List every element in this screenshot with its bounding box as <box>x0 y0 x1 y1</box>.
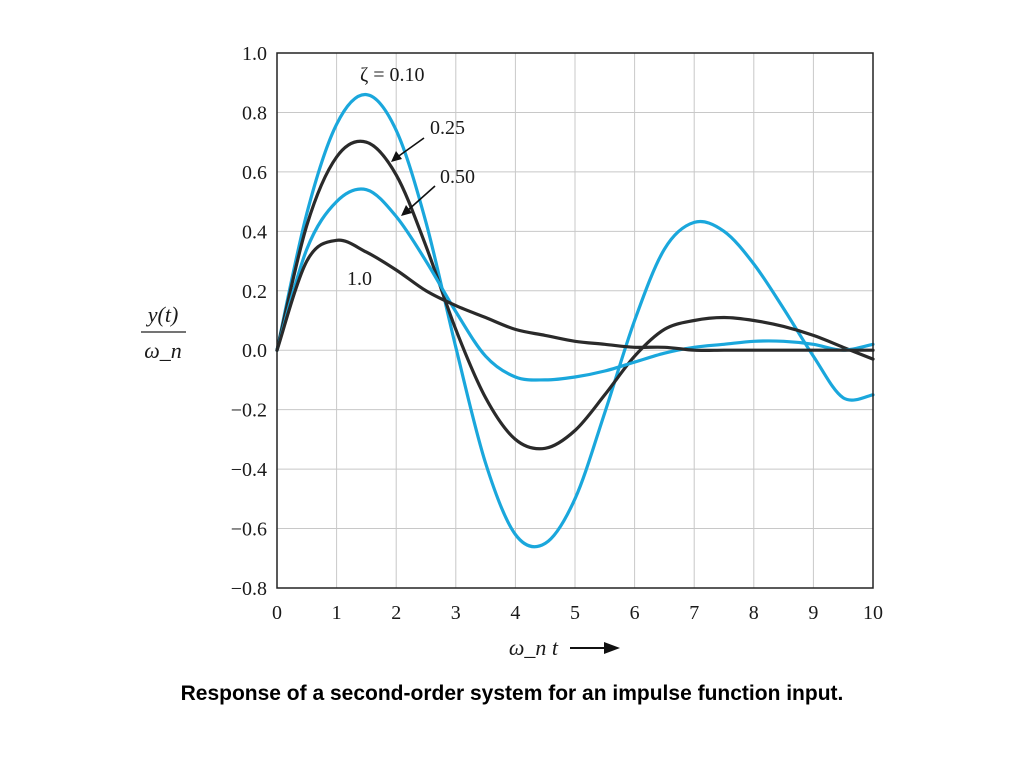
x-tick-label: 0 <box>272 602 282 624</box>
tick-labels: 0 1 2 3 4 5 6 7 8 9 10 1.0 0.8 0.6 0.4 0.2 0.0 −0.2 −0.4 −0… <box>231 43 883 624</box>
x-tick-label: 10 <box>863 602 883 624</box>
x-tick-label: 1 <box>332 602 342 624</box>
y-tick-label: 0.6 <box>242 162 267 184</box>
annotation-zeta-0-10: ζ = 0.10 <box>360 64 425 86</box>
annotation-zeta-0-50: 0.50 <box>440 166 475 188</box>
x-axis-arrow-icon <box>570 642 620 654</box>
chart-svg: 0 1 2 3 4 5 6 7 8 9 10 1.0 0.8 0.6 0.4 0.2 0.0 −0.2 −0.4 −0… <box>141 43 883 660</box>
annotation-arrow-0-50-icon <box>401 185 436 216</box>
x-tick-label: 5 <box>570 602 580 624</box>
series-line-zeta-0-1 <box>275 92 875 549</box>
series-lines <box>275 92 875 549</box>
figure-caption: Response of a second-order system for an… <box>180 682 844 705</box>
annotation-arrow-0-25-icon <box>391 137 425 162</box>
y-tick-label: 0.0 <box>242 340 267 362</box>
y-tick-label: −0.8 <box>231 578 267 600</box>
y-tick-label: 1.0 <box>242 43 267 65</box>
x-tick-label: 8 <box>749 602 759 624</box>
y-tick-label: 0.2 <box>242 281 267 303</box>
x-tick-label: 4 <box>510 602 520 624</box>
y-tick-label: 0.4 <box>242 221 267 243</box>
annotation-zeta-0-25: 0.25 <box>430 117 465 139</box>
x-tick-label: 2 <box>391 602 401 624</box>
x-tick-label: 9 <box>808 602 818 624</box>
x-tick-label: 3 <box>451 602 461 624</box>
series-line-zeta-0-25 <box>275 139 875 451</box>
y-tick-label: −0.6 <box>231 519 267 541</box>
y-tick-label: 0.8 <box>242 102 267 124</box>
grid <box>277 53 873 588</box>
x-tick-label: 7 <box>689 602 699 624</box>
x-axis-label: ω_n t <box>509 635 559 660</box>
series-line-zeta-0-5 <box>275 187 875 382</box>
y-tick-label: −0.4 <box>231 459 267 481</box>
series-line-zeta-1 <box>275 238 875 353</box>
y-axis-label-denominator: ω_n <box>144 338 182 363</box>
plot-frame <box>276 52 874 589</box>
y-tick-label: −0.2 <box>231 400 267 422</box>
annotation-zeta-1-0: 1.0 <box>347 268 372 290</box>
y-axis-label-numerator: y(t) <box>146 302 179 327</box>
x-tick-label: 6 <box>630 602 640 624</box>
